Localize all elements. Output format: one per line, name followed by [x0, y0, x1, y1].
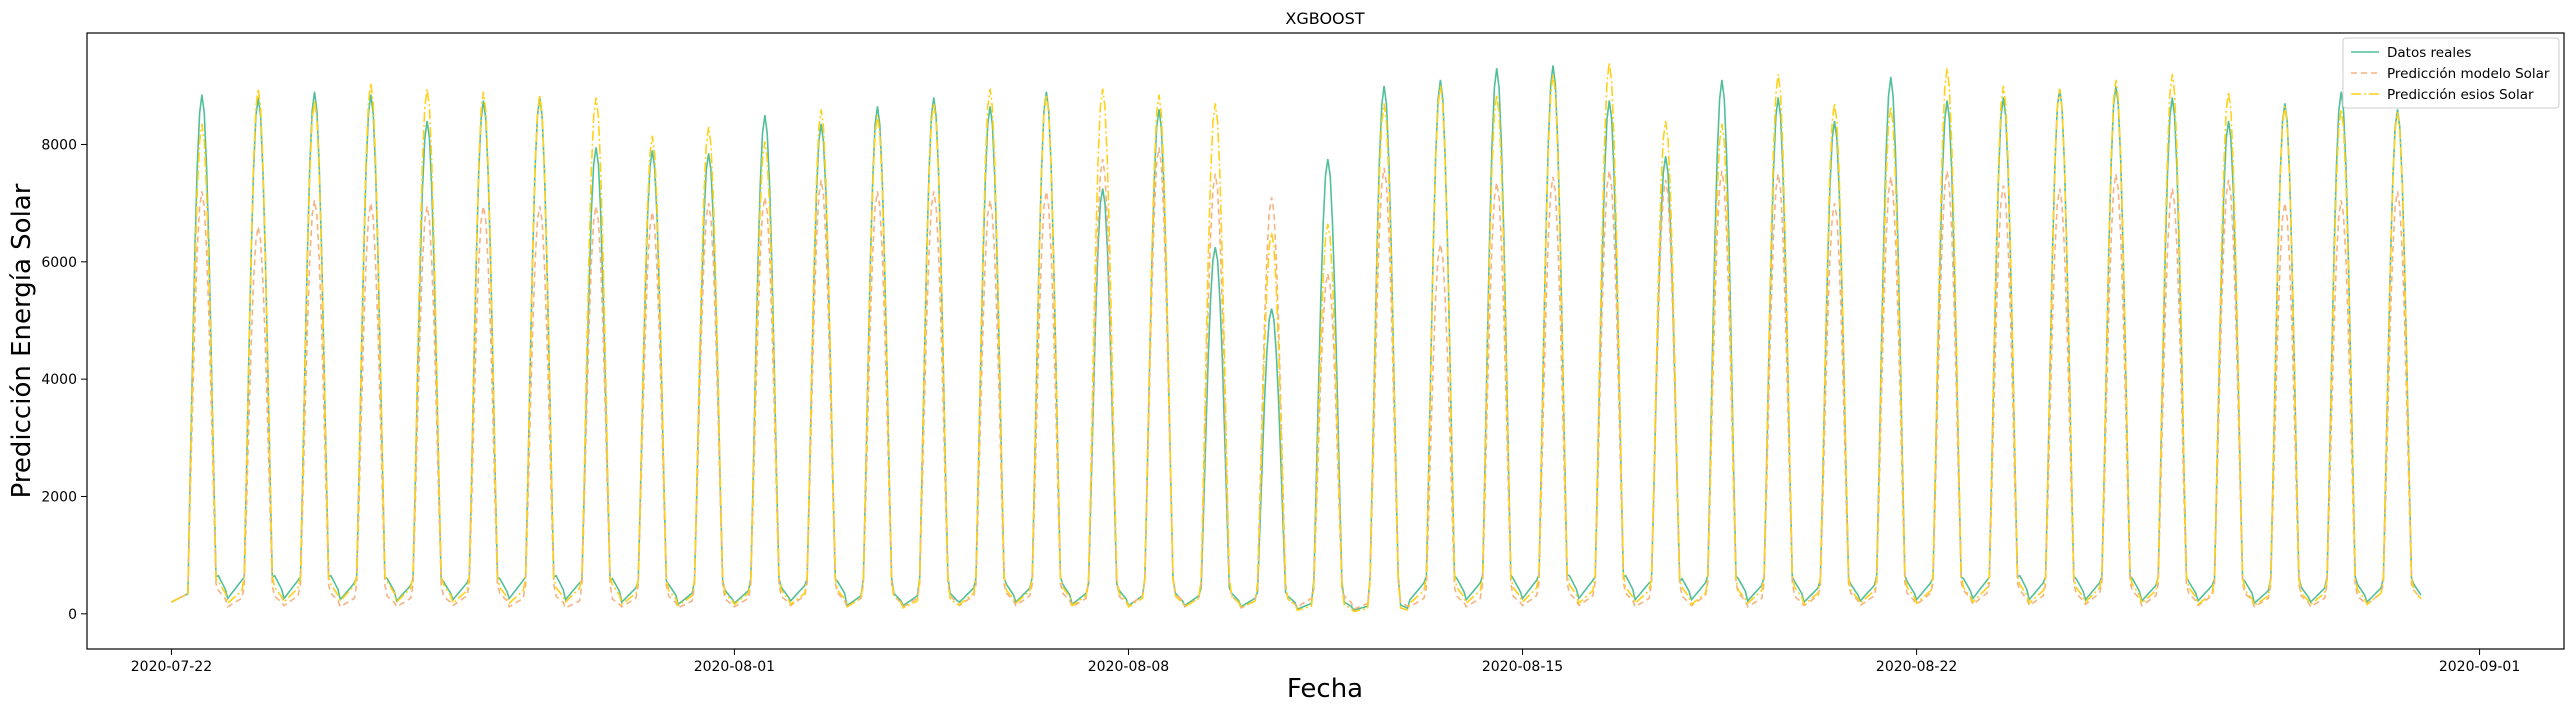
legend-label: Datos reales — [2387, 45, 2471, 61]
x-tick-label: 2020-09-01 — [2439, 659, 2520, 675]
y-tick-label: 6000 — [41, 255, 77, 271]
plot-area — [171, 62, 2422, 613]
x-axis: 2020-07-22 2020-08-01 2020-08-08 2020-08-15… — [131, 649, 2520, 675]
series-line-3 — [171, 62, 2422, 613]
series-line-2 — [171, 147, 2422, 611]
x-tick-label: 2020-08-01 — [694, 659, 775, 675]
legend-label: Predicción modelo Solar — [2387, 66, 2550, 82]
x-axis-label: Fecha — [1287, 674, 1363, 704]
chart-title: XGBOOST — [1285, 9, 1364, 28]
series-line-1 — [171, 65, 2422, 612]
y-axis: 0 2000 4000 6000 8000 — [41, 137, 87, 623]
x-tick-label: 2020-08-22 — [1876, 659, 1957, 675]
x-tick-label: 2020-07-22 — [131, 659, 212, 675]
legend-box — [2342, 37, 2560, 109]
y-tick-label: 0 — [68, 607, 77, 623]
x-tick-label: 2020-08-08 — [1088, 659, 1169, 675]
y-tick-label: 2000 — [41, 489, 77, 505]
y-axis-label: Predicción Energía Solar — [7, 183, 37, 498]
y-tick-label: 8000 — [41, 137, 77, 153]
x-tick-label: 2020-08-15 — [1482, 659, 1563, 675]
legend: Datos reales Predicción modelo Solar Predi… — [2342, 37, 2560, 109]
legend-label: Predicción esios Solar — [2387, 87, 2534, 103]
y-tick-label: 4000 — [41, 372, 77, 388]
plot-frame — [86, 32, 2565, 650]
